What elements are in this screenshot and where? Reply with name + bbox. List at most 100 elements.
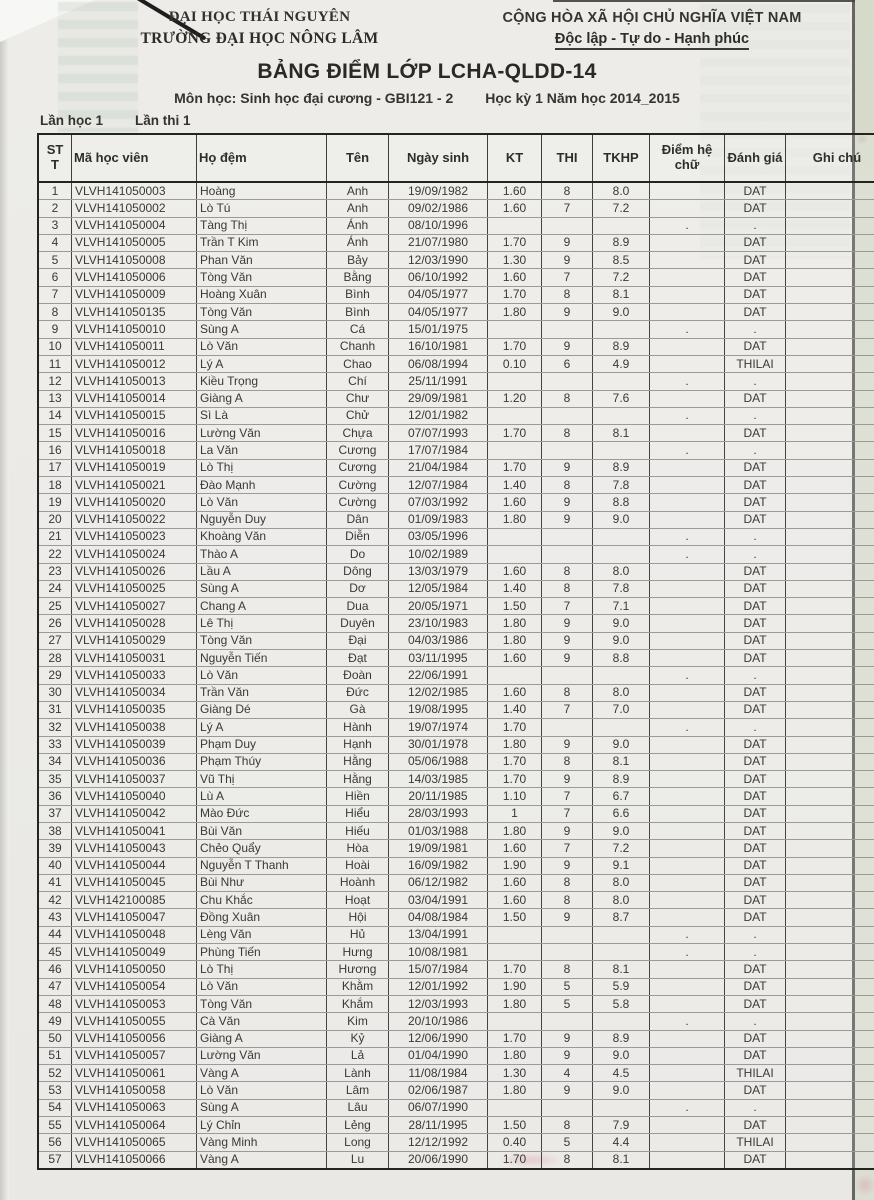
cell-kt-score: 1.60 [487,562,542,581]
table-row: 51 VLVH141050057 Lường Văn Lả 01/04/1990 1.80… [37,1046,874,1066]
cell-kt-score: 1.60 [487,649,542,668]
cell-exam-score: 9 [541,458,593,478]
cell-kt-score: 1.40 [487,579,542,599]
cell-stt: 20 [37,510,72,529]
cell-dob: 20/10/1986 [388,1012,488,1031]
cell-last-name: Lường Văn [196,424,327,443]
table-row: 32 VLVH141050038 Lý A Hành 19/07/1974 1.70.. [37,718,874,737]
cell-kt-score: 1.60 [487,268,542,287]
cell-evaluation: DAT [724,614,786,633]
cell-note [785,908,874,927]
cell-note [785,891,874,910]
torn-corner-artifact [0,0,95,42]
cell-dob: 07/03/1992 [388,493,488,512]
cell-last-name: Phan Văn [196,251,327,270]
cell-dob: 29/09/1981 [388,389,488,408]
cell-exam-score: 9 [541,631,593,651]
cell-last-name: Cà Văn [196,1012,327,1031]
cell-last-name: Phạm Duy [196,735,327,754]
cell-last-name: Giàng A [196,1029,327,1048]
cell-evaluation: DAT [724,493,786,512]
table-row: 56 VLVH141050065 Vàng Minh Long 12/12/1992 0.… [37,1133,874,1152]
cell-dob: 04/03/1986 [388,631,488,651]
cell-dob: 07/07/1993 [388,424,488,443]
cell-kt-score: 1.50 [487,908,542,927]
cell-first-name: Dân [326,510,389,529]
cell-last-name: Sùng A [196,320,327,339]
cell-stt: 53 [37,1081,72,1100]
cell-dob: 12/01/1982 [388,406,488,426]
cell-letter-grade [649,181,725,201]
table-row: 27 VLVH141050029 Tòng Văn Đại 04/03/1986 1.80… [37,631,874,651]
cell-kt-score [487,943,542,962]
cell-student-id: VLVH141050037 [71,770,197,789]
cell-student-id: VLVH141050026 [71,562,197,581]
cell-student-id: VLVH141050042 [71,804,197,823]
table-row: 33 VLVH141050039 Phạm Duy Hạnh 30/01/1978 1.8… [37,735,874,754]
cell-exam-score: 9 [541,649,593,668]
col-header-stt: ST T [37,133,72,183]
table-row: 26 VLVH141050028 Lê Thị Duyên 23/10/1983 1.80… [37,614,874,633]
cell-stt: 28 [37,649,72,668]
cell-first-name: Cường [326,476,389,495]
cell-first-name: Dông [326,562,389,581]
cell-last-name: Lò Văn [196,337,327,356]
cell-last-name: Tòng Văn [196,268,327,287]
cell-letter-grade [649,960,725,979]
cell-student-id: VLVH141050036 [71,752,197,772]
cell-stt: 34 [37,752,72,772]
university-name: ĐẠI HỌC THÁI NGUYÊN [168,9,351,25]
cell-dob: 19/09/1982 [388,181,488,201]
cell-tkhp-score: 8.0 [592,873,650,893]
cell-student-id: VLVH141050048 [71,925,197,945]
cell-stt: 38 [37,821,72,841]
cell-student-id: VLVH141050054 [71,977,197,996]
table-row: 53 VLVH141050058 Lò Văn Lâm 02/06/1987 1.80 9 9… [37,1081,874,1100]
cell-exam-score: 9 [541,1081,593,1100]
cell-letter-grade: . [649,666,725,685]
cell-first-name: Đạt [326,649,389,668]
cell-kt-score [487,545,542,564]
cell-tkhp-score: 8.1 [592,424,650,443]
cell-tkhp-score: 9.0 [592,303,650,322]
cell-stt: 41 [37,873,72,893]
cell-student-id: VLVH141050041 [71,821,197,841]
cell-tkhp-score: 4.9 [592,354,650,374]
cell-letter-grade [649,424,725,443]
cell-stt: 32 [37,718,72,737]
cell-evaluation: DAT [724,683,786,702]
cell-first-name: Hội [326,908,389,927]
cell-tkhp-score [592,406,650,426]
cell-tkhp-score: 8.8 [592,493,650,512]
table-row: 14 VLVH141050015 Sì Là Chử 12/01/1982.. [37,406,874,426]
cell-stt: 30 [37,683,72,702]
cell-student-id: VLVH141050002 [71,199,197,218]
cell-note [785,303,874,322]
cell-last-name: Lê Thị [196,614,327,633]
cell-student-id: VLVH141050016 [71,424,197,443]
cell-exam-score: 5 [541,977,593,996]
cell-first-name: Cương [326,458,389,478]
table-row: 21 VLVH141050023 Khoàng Văn Diễn 03/05/1996.… [37,527,874,547]
cell-note [785,424,874,443]
cell-kt-score [487,320,542,339]
cell-evaluation: . [724,1098,786,1118]
cell-evaluation: DAT [724,233,786,253]
cell-tkhp-score: 9.0 [592,510,650,529]
cell-first-name: Lâu [326,1098,389,1118]
cell-tkhp-score: 9.0 [592,1046,650,1066]
cell-stt: 12 [37,372,72,391]
cell-evaluation: DAT [724,735,786,754]
cell-kt-score: 1.50 [487,1116,542,1135]
cell-last-name: Tòng Văn [196,994,327,1014]
cell-evaluation: DAT [724,821,786,841]
cell-last-name: Chẻo Quẩy [196,839,327,858]
cell-evaluation: . [724,1012,786,1031]
cell-stt: 4 [37,233,72,253]
cell-evaluation: DAT [724,579,786,599]
table-row: 19 VLVH141050020 Lò Văn Cường 07/03/1992 1.60… [37,493,874,512]
cell-exam-score: 9 [541,251,593,270]
cell-first-name: Lả [326,1046,389,1066]
cell-kt-score: 1.20 [487,389,542,408]
